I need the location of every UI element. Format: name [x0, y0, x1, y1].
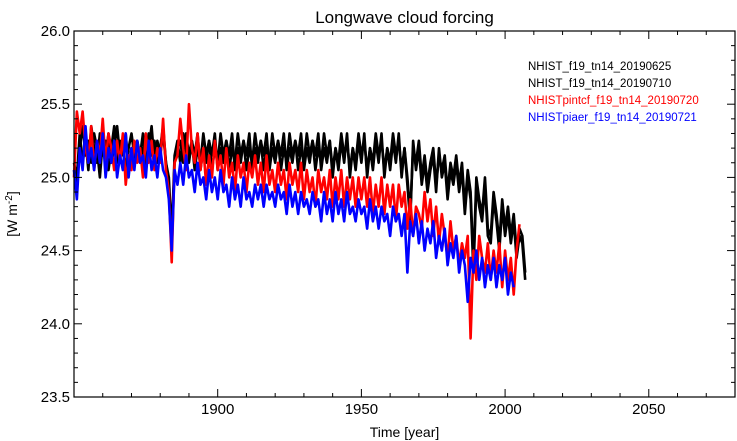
x-tick-label: 2050	[632, 401, 665, 418]
y-axis-label-superscript: -2	[4, 195, 15, 204]
y-tick-label: 25.5	[41, 96, 70, 113]
y-tick-label: 26.0	[41, 23, 70, 40]
x-tick-label: 2000	[488, 401, 521, 418]
series-layer	[72, 102, 527, 340]
x-tick-label: 1950	[345, 401, 378, 418]
series-line-3	[72, 102, 521, 340]
plot-frame	[73, 30, 736, 398]
legend-entry-3: NHISTpintcf_f19_tn14_20190720	[528, 95, 699, 107]
legend-entry-1: NHIST_f19_tn14_20190625	[528, 61, 671, 73]
x-tick-label: 1900	[201, 401, 234, 418]
y-tick-label: 25.0	[41, 169, 70, 186]
series-line-4	[72, 124, 515, 304]
y-axis-label: [W m-2]	[4, 191, 20, 236]
y-tick-label: 23.5	[41, 389, 70, 406]
legend-entry-4: NHISTpiaer_f19_tn14_20190721	[528, 112, 697, 124]
y-tick-label: 24.5	[41, 243, 70, 260]
legend-entry-2: NHIST_f19_tn14_20190710	[528, 78, 671, 90]
y-axis-label-main: [W m	[4, 204, 20, 237]
chart-title: Longwave cloud forcing	[315, 8, 494, 27]
x-axis-label: Time [year]	[370, 424, 440, 440]
legend: NHIST_f19_tn14_20190625 NHIST_f19_tn14_20…	[528, 61, 699, 124]
ticks-layer: 1900 1950 2000 2050 23.5 24.0 24.5 25.0 25.5 26.0	[41, 23, 736, 418]
y-axis-label-end: ]	[4, 191, 20, 195]
y-tick-label: 24.0	[41, 316, 70, 333]
